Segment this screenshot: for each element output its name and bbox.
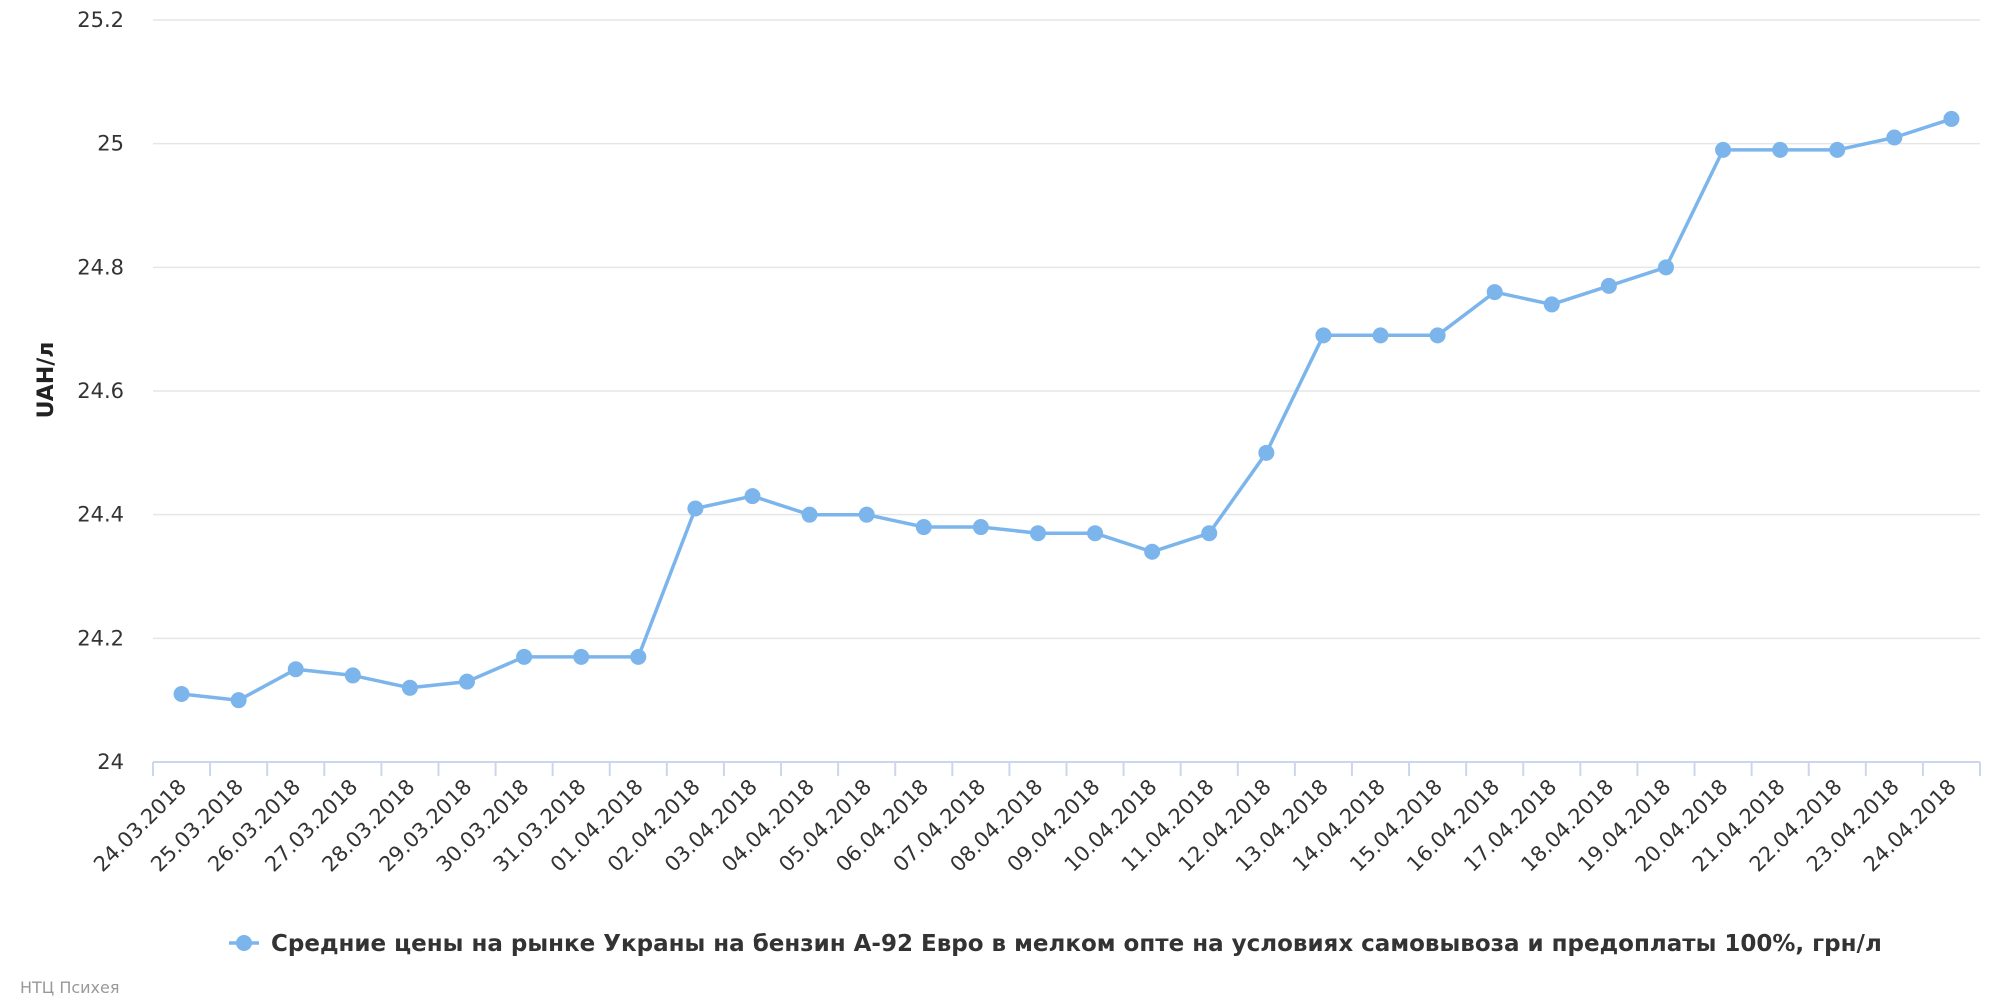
data-point[interactable] (173, 685, 190, 702)
y-tick-label: 24.6 (77, 379, 124, 403)
data-point[interactable] (1372, 327, 1389, 344)
credits-text[interactable]: НТЦ Психея (20, 978, 119, 997)
data-point[interactable] (744, 488, 761, 505)
data-point[interactable] (972, 519, 989, 536)
data-point[interactable] (1429, 327, 1446, 344)
data-point[interactable] (801, 506, 818, 523)
legend[interactable]: Средние цены на рынке Украны на бензин А… (229, 931, 1882, 957)
data-point[interactable] (1886, 129, 1903, 146)
data-point[interactable] (459, 673, 476, 690)
legend-marker-symbol (236, 935, 252, 951)
gridlines (153, 19, 1980, 640)
data-point[interactable] (1715, 141, 1732, 158)
data-point[interactable] (1829, 141, 1846, 158)
data-point[interactable] (1543, 296, 1560, 313)
data-point[interactable] (516, 648, 533, 665)
data-point[interactable] (858, 506, 875, 523)
y-tick-label: 24.4 (77, 503, 124, 527)
x-axis-ticks: 24.03.201825.03.201826.03.201827.03.2018… (89, 762, 1981, 877)
data-point[interactable] (573, 648, 590, 665)
data-point[interactable] (1772, 141, 1789, 158)
y-axis-ticks: 24 24.2 24.4 24.6 24.8 25 25.2 (77, 8, 124, 774)
data-point[interactable] (1258, 444, 1275, 461)
data-point[interactable] (630, 648, 647, 665)
data-point[interactable] (401, 679, 418, 696)
data-point[interactable] (230, 692, 247, 709)
data-point[interactable] (1600, 277, 1617, 294)
y-tick-label: 25.2 (77, 8, 124, 32)
series-line (181, 117, 1953, 702)
y-tick-label: 24.8 (77, 255, 124, 279)
y-axis-label: UAH/л (34, 342, 59, 419)
series-points (173, 110, 1960, 709)
data-point[interactable] (1201, 525, 1218, 542)
data-point[interactable] (1657, 259, 1674, 276)
data-point[interactable] (1144, 543, 1161, 560)
y-tick-label: 24 (97, 750, 124, 774)
data-point[interactable] (344, 667, 361, 684)
data-point[interactable] (915, 519, 932, 536)
data-point[interactable] (1315, 327, 1332, 344)
data-point[interactable] (1943, 110, 1960, 127)
y-tick-label: 24.2 (77, 626, 124, 650)
data-point[interactable] (1029, 525, 1046, 542)
data-point[interactable] (1087, 525, 1104, 542)
y-tick-label: 25 (97, 132, 124, 156)
data-point[interactable] (287, 661, 304, 678)
data-point[interactable] (1486, 284, 1503, 301)
legend-label: Средние цены на рынке Украны на бензин А… (271, 931, 1882, 957)
data-point[interactable] (687, 500, 704, 517)
